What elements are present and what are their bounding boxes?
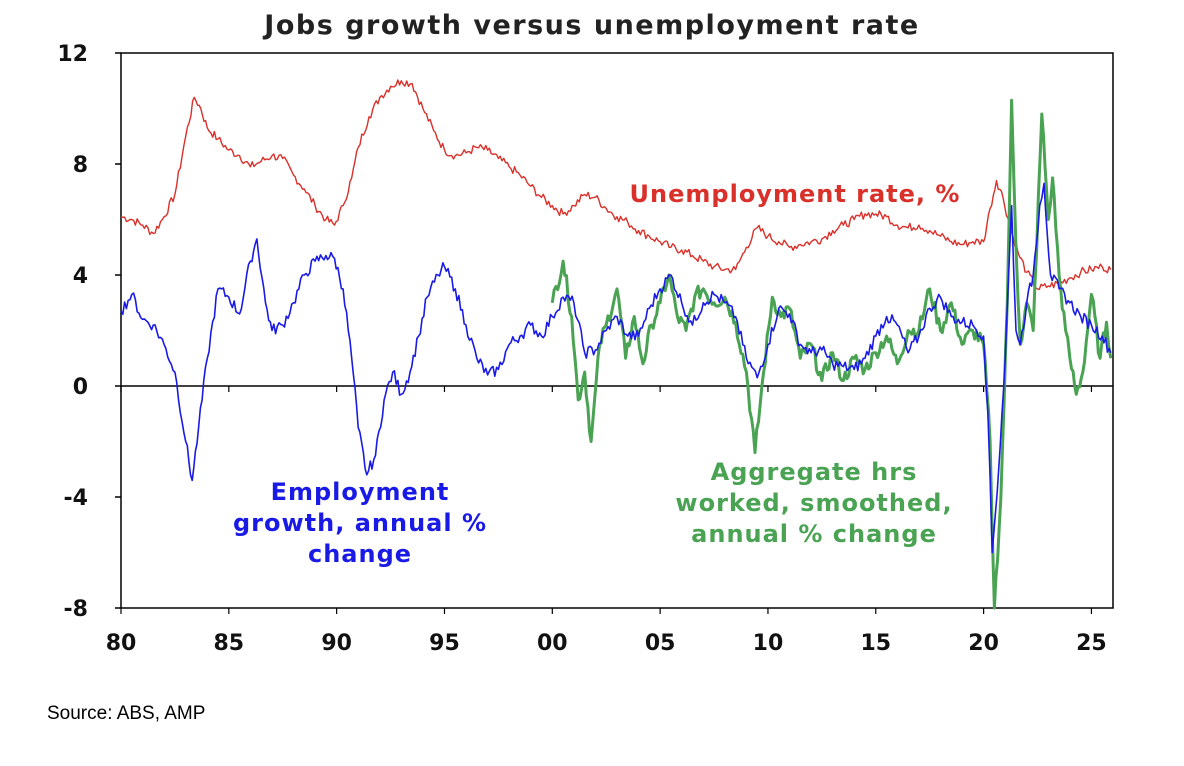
annotation-employment-growth: Employment [271,478,450,506]
annotation-aggregate-hours: Aggregate hrs [711,458,918,486]
series-line-unemployment-rate [120,79,1112,291]
x-tick-label: 95 [429,631,460,656]
y-axis-ticks: -8 -4 0 4 8 12 [57,42,121,622]
chart-title: Jobs growth versus unemployment rate [262,10,919,41]
y-tick-label: -8 [64,597,88,622]
y-tick-label: 8 [73,153,88,178]
x-axis-ticks: 80 85 90 95 00 05 10 15 20 25 [106,386,1107,656]
series-line-employment-growth [120,182,1112,554]
y-tick-label: 4 [73,264,88,289]
series-lines [120,79,1113,610]
y-tick-label: -4 [64,486,88,511]
x-tick-label: 00 [537,631,568,656]
plot-area [120,52,1114,609]
annotation-aggregate-hours: annual % change [691,520,937,548]
annotation-aggregate-hours: worked, smoothed, [675,489,952,517]
x-tick-label: 25 [1076,631,1107,656]
x-tick-label: 85 [214,631,245,656]
x-tick-label: 10 [753,631,784,656]
source-note: Source: ABS, AMP [47,703,206,724]
annotation-unemployment-rate: Unemployment rate, % [630,180,961,208]
x-tick-label: 05 [645,631,676,656]
y-tick-label: 0 [73,375,88,400]
x-tick-label: 20 [968,631,999,656]
x-tick-label: 90 [321,631,352,656]
chart: Jobs growth versus unemployment rate -8-… [57,10,1114,656]
chart-annotations: Unemployment rate, % Employment growth, an… [233,180,961,568]
x-tick-label: 80 [106,631,137,656]
annotation-employment-growth: change [308,540,412,568]
y-tick-label: 12 [57,42,88,67]
annotation-employment-growth: growth, annual % [233,509,487,537]
x-tick-label: 15 [860,631,891,656]
